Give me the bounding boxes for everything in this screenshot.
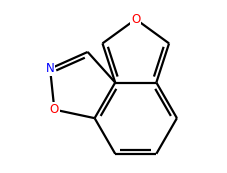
Text: N: N <box>46 62 54 75</box>
Text: O: O <box>131 13 140 26</box>
Text: O: O <box>50 103 59 116</box>
